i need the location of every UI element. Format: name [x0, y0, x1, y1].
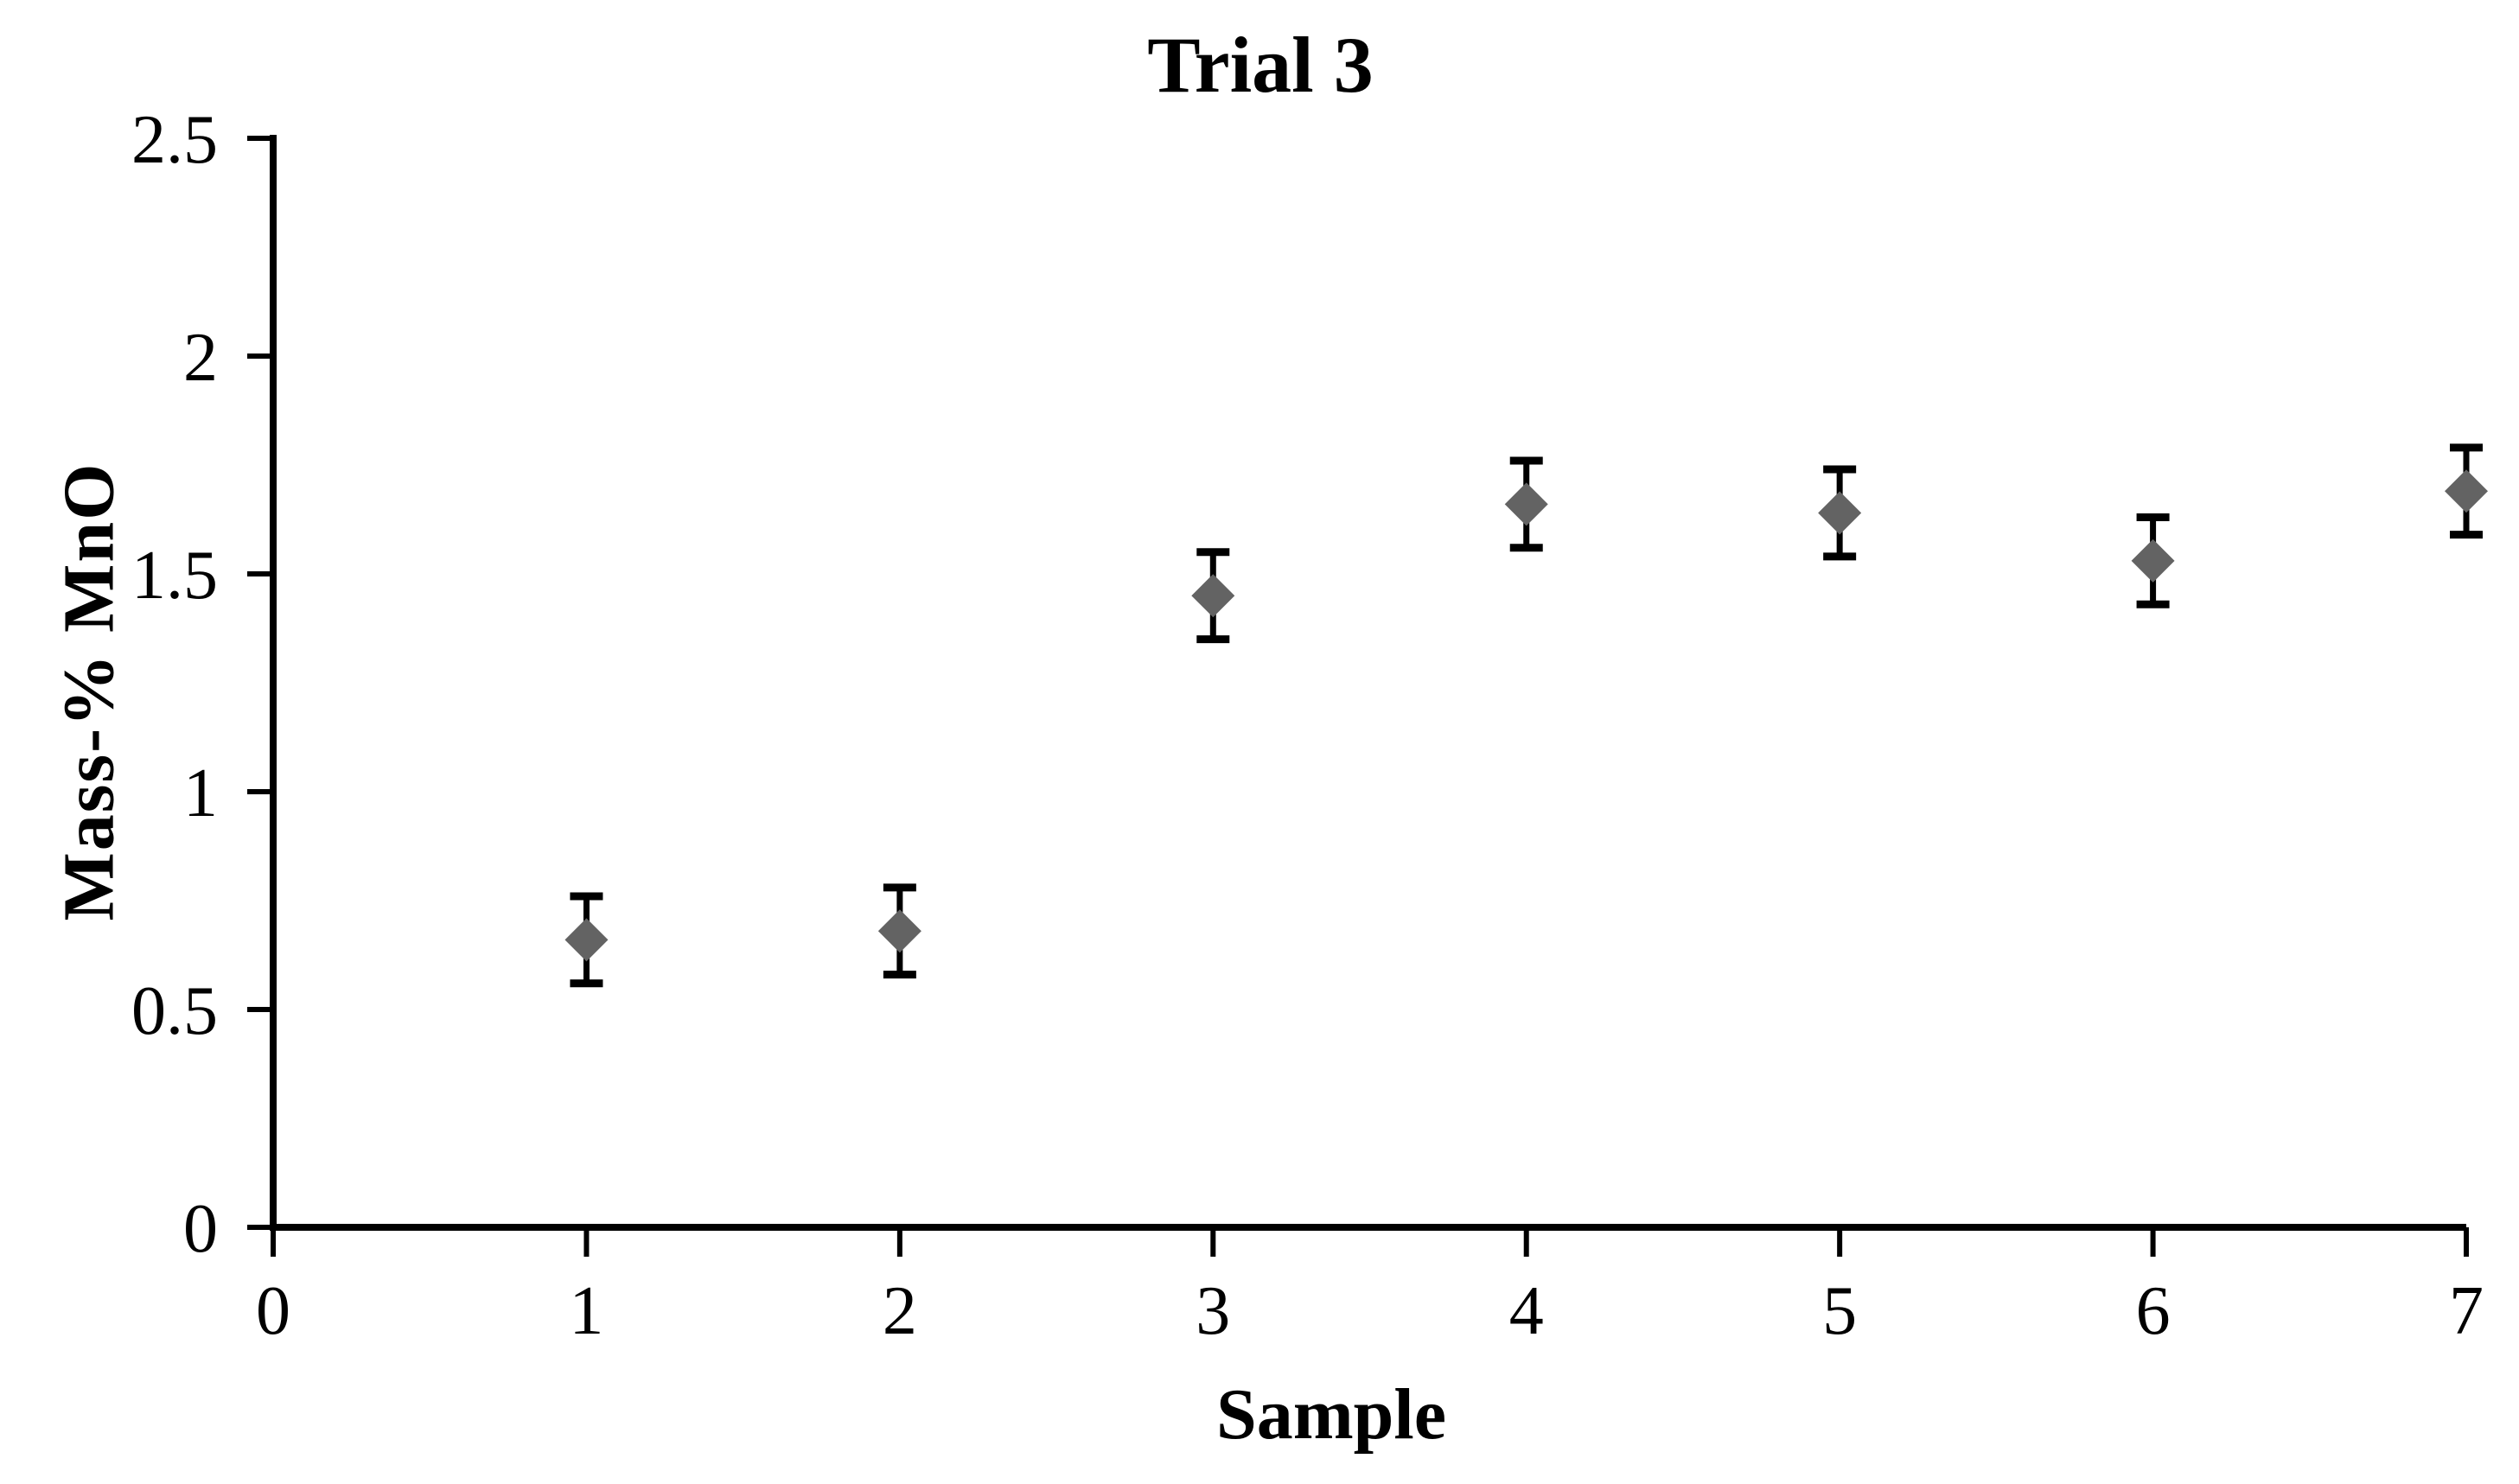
x-tick-label: 4: [1509, 1273, 1544, 1349]
x-tick-label: 5: [1822, 1273, 1857, 1349]
x-axis-title: Sample: [1215, 1374, 1447, 1455]
y-tick-label: 1: [183, 755, 218, 831]
y-tick-label: 0.5: [131, 973, 218, 1049]
y-axis-title: Mass-% MnO: [48, 462, 130, 921]
x-tick-label: 6: [2136, 1273, 2171, 1349]
y-tick-label: 0: [183, 1191, 218, 1267]
data-point-marker: [1504, 482, 1548, 526]
data-point-marker: [1818, 491, 1862, 535]
data-point-marker: [2131, 538, 2175, 583]
data-point-marker: [877, 909, 922, 953]
x-tick-label: 3: [1196, 1273, 1230, 1349]
data-point-marker: [564, 918, 609, 962]
x-tick-label: 7: [2449, 1273, 2484, 1349]
x-tick-label: 0: [256, 1273, 290, 1349]
data-point-marker: [2445, 469, 2489, 513]
y-tick-label: 2.5: [131, 102, 218, 178]
data-point-marker: [1191, 574, 1235, 618]
x-tick-label: 1: [569, 1273, 603, 1349]
x-tick-label: 2: [883, 1273, 917, 1349]
y-tick-label: 1.5: [131, 538, 218, 614]
y-tick-label: 2: [183, 320, 218, 396]
chart-title: Trial 3: [1147, 21, 1374, 109]
